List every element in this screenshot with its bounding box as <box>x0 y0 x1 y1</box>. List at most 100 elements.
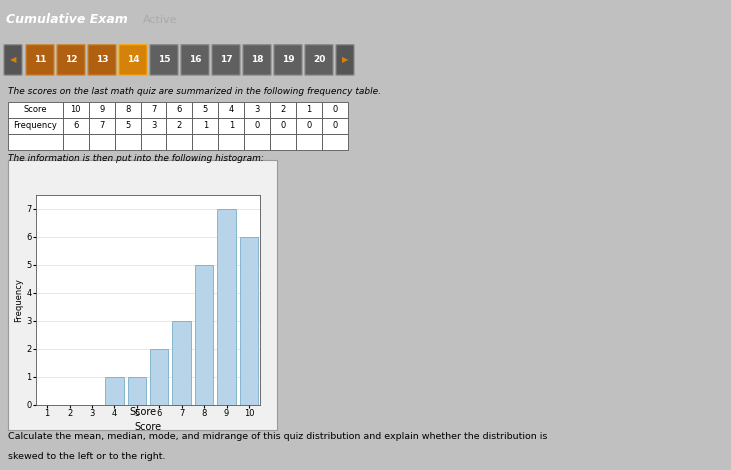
Text: The scores on the last math quiz are summarized in the following frequency table: The scores on the last math quiz are sum… <box>8 87 381 96</box>
Text: 14: 14 <box>126 55 140 64</box>
Text: ◀: ◀ <box>10 55 16 64</box>
Bar <box>244 102 270 118</box>
Text: 13: 13 <box>96 55 108 64</box>
Text: 18: 18 <box>251 55 263 64</box>
Text: Active: Active <box>143 15 177 25</box>
Bar <box>63 102 88 118</box>
Text: 8: 8 <box>125 105 130 114</box>
Bar <box>105 377 124 405</box>
Bar <box>88 102 115 118</box>
Text: 1: 1 <box>306 105 311 114</box>
Bar <box>296 118 322 134</box>
Text: 0: 0 <box>333 105 338 114</box>
Text: 2: 2 <box>281 105 286 114</box>
Bar <box>244 134 270 150</box>
Text: 17: 17 <box>220 55 232 64</box>
Text: 11: 11 <box>34 55 46 64</box>
FancyBboxPatch shape <box>150 45 178 75</box>
FancyBboxPatch shape <box>305 45 333 75</box>
FancyBboxPatch shape <box>57 45 85 75</box>
Text: 7: 7 <box>151 105 156 114</box>
Bar <box>128 377 146 405</box>
Text: 12: 12 <box>65 55 77 64</box>
Text: 5: 5 <box>202 105 208 114</box>
Text: Calculate the mean, median, mode, and midrange of this quiz distribution and exp: Calculate the mean, median, mode, and mi… <box>8 431 548 441</box>
Bar <box>322 102 348 118</box>
Bar <box>219 118 244 134</box>
Text: 5: 5 <box>125 121 130 130</box>
Bar <box>192 134 219 150</box>
FancyBboxPatch shape <box>212 45 240 75</box>
Bar <box>167 134 192 150</box>
Text: 0: 0 <box>306 121 311 130</box>
Bar <box>8 102 63 118</box>
Text: 6: 6 <box>177 105 182 114</box>
Bar <box>167 118 192 134</box>
Text: skewed to the left or to the right.: skewed to the left or to the right. <box>8 452 165 462</box>
Text: 4: 4 <box>229 105 234 114</box>
Text: ▶: ▶ <box>342 55 348 64</box>
FancyBboxPatch shape <box>336 45 354 75</box>
Bar <box>167 102 192 118</box>
Bar <box>8 160 277 430</box>
Text: 2: 2 <box>177 121 182 130</box>
Bar <box>219 134 244 150</box>
Text: 7: 7 <box>99 121 105 130</box>
FancyBboxPatch shape <box>119 45 147 75</box>
Text: The information is then put into the following histogram:: The information is then put into the fol… <box>8 154 264 163</box>
Text: Cumulative Exam: Cumulative Exam <box>6 14 128 26</box>
Bar <box>192 118 219 134</box>
Bar <box>140 102 167 118</box>
FancyBboxPatch shape <box>26 45 54 75</box>
Bar <box>8 118 63 134</box>
Text: 16: 16 <box>189 55 201 64</box>
Text: 0: 0 <box>281 121 286 130</box>
Bar <box>63 134 88 150</box>
Text: 19: 19 <box>281 55 295 64</box>
Bar <box>88 134 115 150</box>
FancyBboxPatch shape <box>4 45 22 75</box>
Text: 1: 1 <box>202 121 208 130</box>
Bar <box>219 102 244 118</box>
Bar <box>115 102 140 118</box>
Text: 20: 20 <box>313 55 325 64</box>
Bar <box>244 118 270 134</box>
Text: 6: 6 <box>73 121 78 130</box>
Text: Score: Score <box>129 407 156 417</box>
Bar <box>63 118 88 134</box>
Bar <box>322 134 348 150</box>
Bar <box>195 265 213 405</box>
FancyBboxPatch shape <box>243 45 271 75</box>
Y-axis label: Frequency: Frequency <box>15 278 23 322</box>
Bar <box>88 118 115 134</box>
Bar <box>192 102 219 118</box>
Text: Score: Score <box>23 105 48 114</box>
Bar <box>270 118 296 134</box>
Text: 0: 0 <box>333 121 338 130</box>
Bar <box>115 134 140 150</box>
Text: 3: 3 <box>151 121 156 130</box>
Bar <box>217 209 235 405</box>
Bar <box>270 134 296 150</box>
X-axis label: Score: Score <box>135 423 162 432</box>
Text: 9: 9 <box>99 105 105 114</box>
Text: Frequency: Frequency <box>13 121 57 130</box>
Bar <box>296 134 322 150</box>
Bar <box>270 102 296 118</box>
Text: 15: 15 <box>158 55 170 64</box>
Bar <box>322 118 348 134</box>
Text: 3: 3 <box>254 105 260 114</box>
Bar <box>296 102 322 118</box>
Text: 0: 0 <box>254 121 260 130</box>
FancyBboxPatch shape <box>88 45 116 75</box>
Text: 10: 10 <box>70 105 81 114</box>
FancyBboxPatch shape <box>274 45 302 75</box>
FancyBboxPatch shape <box>181 45 209 75</box>
Text: 1: 1 <box>229 121 234 130</box>
Bar <box>115 118 140 134</box>
Bar <box>8 134 63 150</box>
Bar <box>140 134 167 150</box>
Bar <box>150 349 168 405</box>
Bar <box>240 237 258 405</box>
Bar <box>140 118 167 134</box>
